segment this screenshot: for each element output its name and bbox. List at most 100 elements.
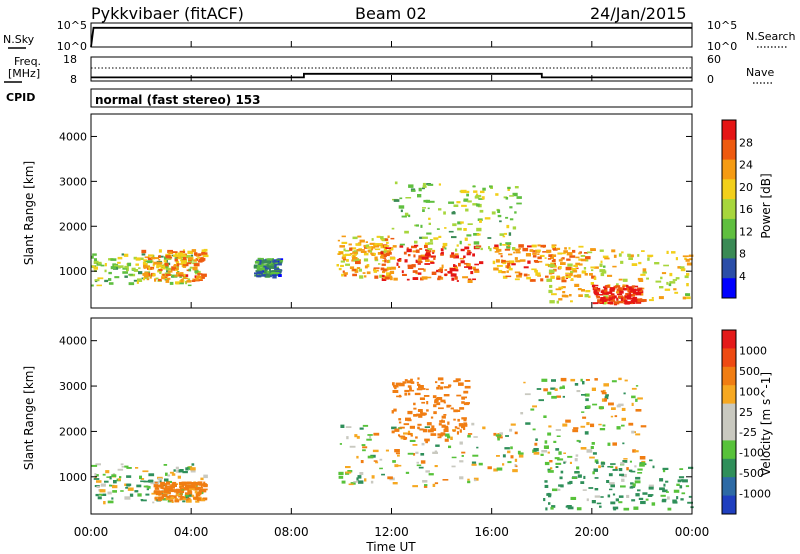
heat-cell: [493, 468, 498, 472]
heat-cell: [526, 276, 531, 280]
heat-cell: [621, 407, 626, 411]
heat-cell: [505, 260, 510, 263]
heat-cell: [391, 430, 395, 434]
heat-cell: [460, 260, 465, 264]
heat-cell: [422, 480, 428, 483]
heat-cell: [150, 482, 156, 485]
heat-cell: [651, 502, 656, 506]
heat-cell: [540, 453, 544, 456]
heat-cell: [584, 431, 589, 435]
heat-cell: [447, 271, 453, 274]
heat-cell: [637, 468, 643, 471]
heat-cell: [667, 507, 672, 511]
heat-cell: [343, 258, 347, 261]
heat-cell: [410, 433, 413, 436]
heat-cell: [184, 494, 189, 498]
heat-cell: [548, 254, 554, 258]
heat-cell: [550, 262, 556, 265]
beam-title: Beam 02: [355, 4, 427, 23]
heat-cell: [493, 432, 497, 436]
heat-cell: [356, 455, 359, 459]
heat-cell: [109, 484, 112, 487]
heat-cell: [442, 242, 448, 247]
heat-cell: [380, 239, 384, 241]
heat-cell: [564, 294, 569, 298]
heat-cell: [418, 466, 424, 469]
heat-cell: [352, 236, 358, 240]
heat-cell: [108, 271, 112, 275]
heat-cell: [180, 261, 187, 265]
y-tick-label: 3000: [59, 380, 87, 393]
heat-cell: [381, 278, 387, 281]
heat-cell: [350, 247, 357, 250]
heat-cell: [188, 268, 192, 272]
heat-cell: [188, 484, 194, 488]
heat-cell: [273, 265, 277, 269]
heat-cell: [178, 274, 183, 277]
heat-cell: [342, 270, 345, 273]
heat-cell: [560, 470, 564, 474]
heat-cell: [443, 401, 446, 404]
heat-cell: [165, 267, 172, 271]
heat-cell: [412, 270, 418, 273]
heat-cell: [608, 297, 613, 300]
heat-cell: [365, 244, 369, 248]
heat-cell: [386, 259, 389, 264]
heat-cell: [681, 492, 686, 495]
heat-cell: [197, 481, 203, 484]
heat-cell: [508, 253, 513, 256]
heat-cell: [522, 247, 529, 252]
heat-cell: [685, 293, 691, 296]
heat-cell: [345, 426, 352, 428]
heat-cell: [580, 255, 586, 257]
heat-cell: [471, 463, 477, 466]
heat-cell: [133, 269, 139, 272]
heat-cell: [623, 288, 628, 291]
heat-cell: [451, 465, 456, 468]
heat-cell: [121, 253, 124, 256]
heat-cell: [598, 423, 602, 426]
velocity-ylabel: Slant Range [km]: [22, 366, 36, 470]
heat-cell: [357, 475, 362, 479]
heat-cell: [441, 415, 446, 419]
heat-cell: [189, 259, 192, 262]
heat-cell: [407, 265, 414, 269]
heat-cell: [418, 268, 424, 270]
heat-cell: [507, 262, 511, 266]
heat-cell: [514, 271, 521, 274]
heat-cell: [91, 255, 94, 259]
heat-cell: [602, 424, 606, 427]
heat-cell: [357, 235, 362, 238]
heat-cell: [499, 233, 504, 236]
heat-cell: [467, 434, 471, 438]
heat-cell: [414, 392, 421, 396]
heat-cell: [459, 441, 463, 445]
heat-cell: [429, 239, 433, 242]
heat-cell: [134, 490, 139, 493]
heat-cell: [111, 497, 114, 500]
heat-cell: [590, 423, 595, 428]
heat-cell: [603, 398, 607, 402]
heat-cell: [595, 294, 599, 297]
heat-cell: [186, 498, 189, 501]
heat-cell: [180, 483, 184, 487]
heat-cell: [176, 469, 181, 473]
heat-cell: [615, 285, 621, 288]
heat-cell: [364, 275, 367, 278]
heat-cell: [161, 483, 168, 486]
heat-cell: [457, 227, 462, 231]
heat-cell: [631, 499, 636, 502]
heat-cell: [479, 261, 484, 265]
heat-cell: [102, 473, 106, 476]
heat-cell: [565, 266, 572, 271]
heat-cell: [668, 283, 672, 287]
heat-cell: [523, 266, 529, 269]
heat-cell: [585, 290, 591, 293]
heat-cell: [625, 293, 630, 296]
heat-cell: [647, 254, 654, 257]
heat-cell: [200, 485, 203, 489]
heat-cell: [467, 250, 471, 254]
heat-cell: [461, 417, 467, 420]
heat-cell: [472, 266, 476, 270]
heat-cell: [603, 300, 607, 302]
